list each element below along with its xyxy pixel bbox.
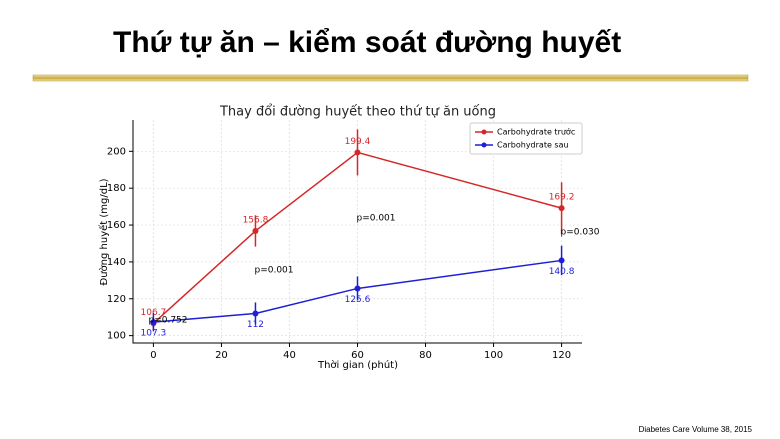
y-tick-label: 120 (107, 294, 126, 305)
y-tick-label: 100 (107, 331, 126, 342)
slide-title: Thứ tự ăn – kiểm soát đường huyết (113, 26, 621, 59)
data-label: 112 (247, 320, 264, 330)
data-label: 199.4 (345, 137, 371, 147)
point (252, 227, 259, 234)
y-tick-label: 180 (107, 183, 126, 194)
point (150, 319, 157, 326)
x-tick-label: 20 (215, 350, 228, 361)
y-tick-label: 200 (107, 146, 126, 157)
annotation: p=0.001 (254, 266, 293, 276)
data-label: 156.8 (243, 215, 269, 225)
x-tick-label: 0 (150, 350, 156, 361)
y-axis-label: Đường huyết (mg/dL) (98, 178, 110, 285)
legend-label: Carbohydrate trước (497, 127, 575, 137)
axes (132, 120, 582, 344)
x-axis-label: Thời gian (phút) (317, 359, 398, 371)
point (558, 205, 565, 212)
point (354, 285, 361, 292)
x-tick-label: 60 (351, 350, 364, 361)
series-line (153, 259, 562, 323)
legend-swatch (481, 142, 487, 148)
divider (32, 74, 749, 82)
data-label: 125.6 (345, 295, 371, 305)
source: Diabetes Care Volume 38, 2015 (639, 425, 753, 434)
y-tick-label: 160 (107, 220, 126, 231)
chart-title: Thay đổi đường huyết theo thứ tự ăn uống (219, 105, 496, 120)
data-label: 169.2 (549, 193, 575, 203)
x-tick-label: 80 (419, 350, 432, 361)
data-label: 140.8 (549, 267, 575, 277)
x-tick-label: 100 (484, 350, 503, 361)
legend-box (469, 122, 583, 155)
data-label: 107.3 (141, 329, 167, 339)
series-line (152, 151, 562, 324)
annotation: p=0.752 (148, 316, 187, 326)
point (558, 257, 565, 264)
point (252, 310, 259, 317)
annotation: p=0.030 (560, 228, 599, 238)
x-tick-label: 120 (552, 350, 571, 361)
annotation: p=0.001 (356, 214, 395, 224)
y-tick-label: 140 (107, 257, 126, 268)
legend-swatch (481, 129, 487, 135)
data-label: 106.7 (141, 308, 167, 318)
x-tick-label: 40 (283, 350, 296, 361)
legend-label: Carbohydrate sau (497, 141, 569, 150)
point (354, 149, 361, 156)
